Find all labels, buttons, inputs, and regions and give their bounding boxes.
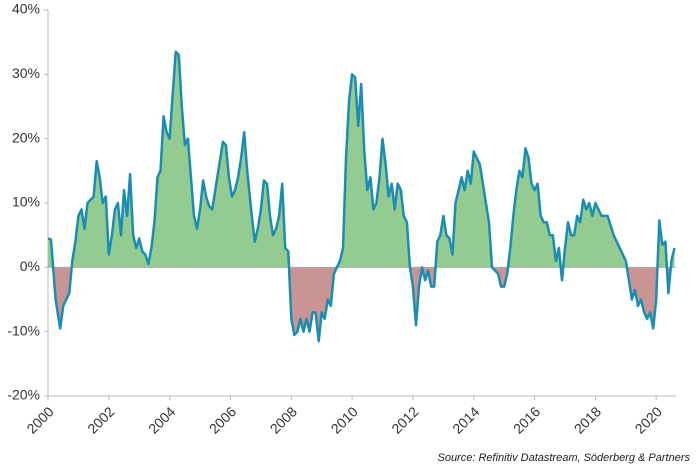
x-tick-label: 2000 xyxy=(23,403,56,436)
x-tick-label: 2002 xyxy=(84,403,117,436)
x-tick-label: 2018 xyxy=(571,403,604,436)
source: Source: Refinitiv Datastream, Söderberg … xyxy=(437,452,690,464)
y-tick-label: 30% xyxy=(12,65,40,81)
y-tick-label: 20% xyxy=(12,129,40,145)
x-tick-label: 2014 xyxy=(449,403,482,436)
y-tick-label: 40% xyxy=(12,1,40,17)
y-tick-label: -10% xyxy=(7,322,40,338)
y-tick-label: 0% xyxy=(20,258,40,274)
x-tick-label: 2008 xyxy=(267,403,300,436)
y-tick-label: -20% xyxy=(7,387,40,403)
x-tick-label: 2006 xyxy=(206,403,239,436)
line xyxy=(47,50,676,343)
y-tick-label: 10% xyxy=(12,194,40,210)
x-tick-label: 2004 xyxy=(145,403,178,436)
x-tick-label: 2020 xyxy=(632,403,665,436)
x-tick-label: 2016 xyxy=(510,403,543,436)
x-tick-label: 2010 xyxy=(328,403,361,436)
positive-area xyxy=(48,51,675,268)
x-tick-label: 2012 xyxy=(388,403,421,436)
